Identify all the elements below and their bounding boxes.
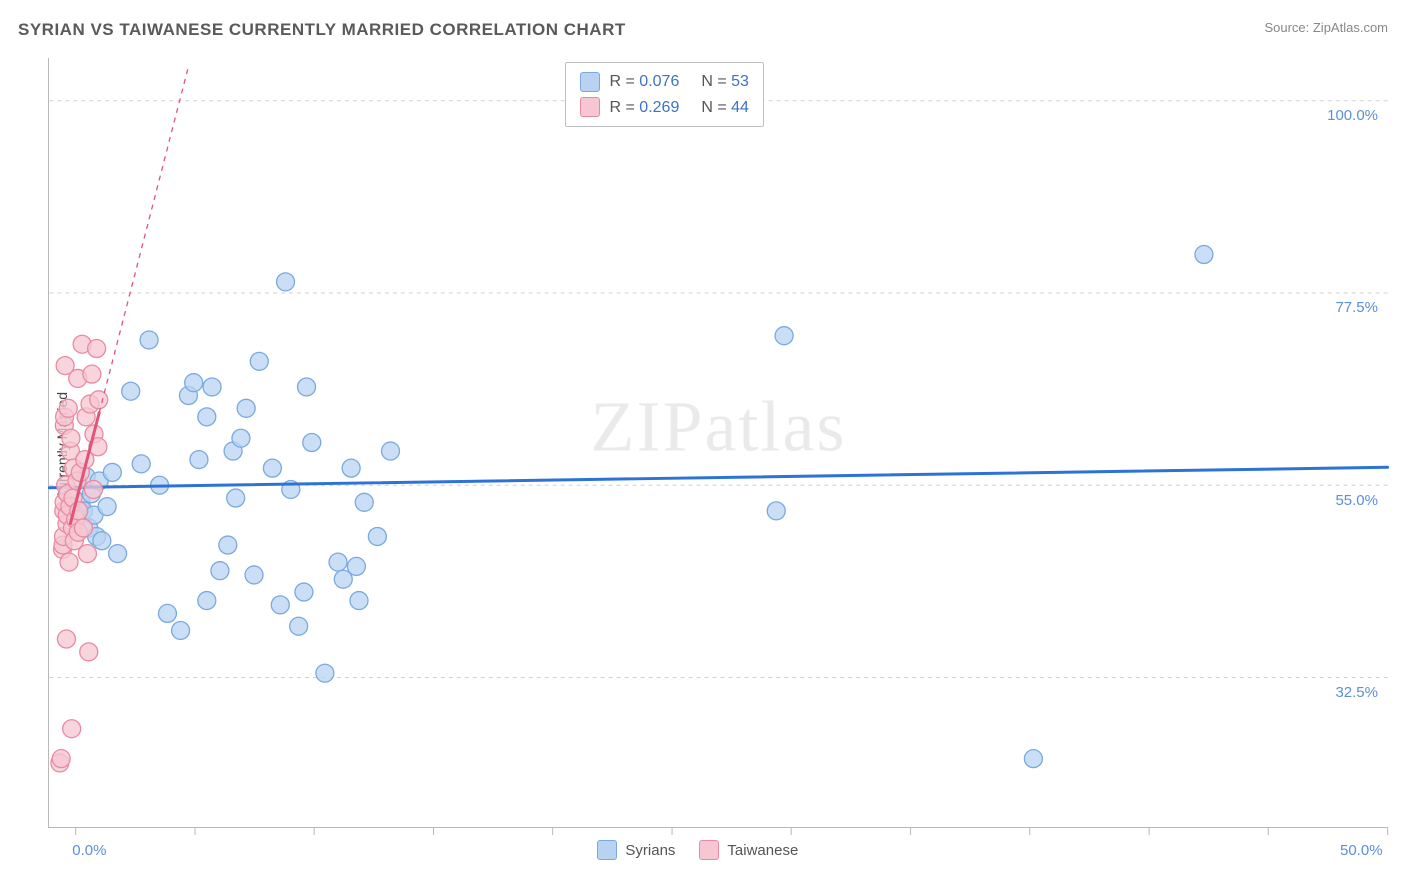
legend-swatch — [597, 840, 617, 860]
legend-swatch — [580, 97, 600, 117]
x-tick-label: 0.0% — [72, 842, 106, 859]
x-tick-label: 50.0% — [1340, 842, 1383, 859]
chart-title: SYRIAN VS TAIWANESE CURRENTLY MARRIED CO… — [18, 20, 626, 40]
source-label: Source: ZipAtlas.com — [1264, 20, 1388, 35]
legend-label: Taiwanese — [727, 842, 798, 859]
legend-stat-row: R = 0.269 N = 44 — [580, 95, 749, 121]
legend-item: Syrians — [597, 840, 675, 860]
chart-svg — [49, 58, 1388, 827]
legend-n-label: N = 53 — [701, 69, 749, 95]
legend-label: Syrians — [625, 842, 675, 859]
y-tick-label: 100.0% — [1318, 107, 1378, 124]
legend-series: Syrians Taiwanese — [597, 840, 798, 860]
y-tick-label: 55.0% — [1318, 492, 1378, 509]
y-tick-label: 32.5% — [1318, 684, 1378, 701]
legend-item: Taiwanese — [699, 840, 798, 860]
legend-n-label: N = 44 — [701, 95, 749, 121]
y-tick-label: 77.5% — [1318, 299, 1378, 316]
legend-stats: R = 0.076 N = 53 R = 0.269 N = 44 — [565, 62, 764, 127]
plot-area: ZIPatlas R = 0.076N = 53R = 0.269N = 44 — [48, 58, 1388, 828]
legend-r-label: R = 0.076 — [610, 69, 680, 95]
chart-container: SYRIAN VS TAIWANESE CURRENTLY MARRIED CO… — [0, 0, 1406, 892]
legend-r-label: R = 0.269 — [610, 95, 680, 121]
legend-swatch — [580, 72, 600, 92]
legend-stat-row: R = 0.076 N = 53 — [580, 69, 749, 95]
legend-swatch — [699, 840, 719, 860]
